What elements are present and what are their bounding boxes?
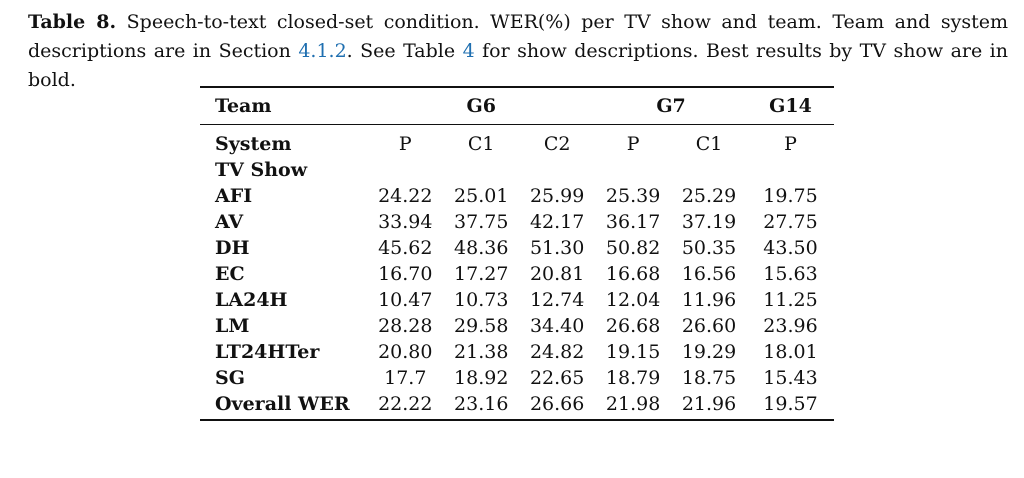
table-row: LM 28.28 29.58 34.40 26.68 26.60 23.96 (200, 313, 834, 339)
team-header-row: Team G6 G7 G14 (200, 86, 834, 125)
wer-cell: 25.01 (454, 185, 509, 207)
wer-cell: 12.74 (529, 289, 585, 311)
wer-cell: 16.70 (378, 263, 433, 285)
wer-cell: 21.96 (671, 391, 747, 421)
tvshow-header-row: TV Show (200, 157, 834, 183)
system-cell: C1 (443, 124, 520, 157)
wer-cell: 48.36 (454, 237, 509, 259)
wer-cell: 11.96 (681, 289, 737, 311)
team-header-label: Team (200, 86, 368, 125)
wer-cell: 15.43 (763, 367, 818, 389)
wer-cell: 26.60 (681, 315, 737, 337)
system-header-row: System P C1 C2 P C1 P (200, 124, 834, 157)
wer-cell: 11.25 (763, 289, 818, 311)
wer-cell: 37.19 (681, 211, 737, 233)
table-row: LA24H 10.47 10.73 12.74 12.04 11.96 11.25 (200, 287, 834, 313)
wer-cell: 37.75 (454, 211, 509, 233)
team-g14-header: G14 (747, 86, 834, 125)
section-link[interactable]: 4.1.2 (298, 40, 347, 62)
table-row: AV 33.94 37.75 42.17 36.17 37.19 27.75 (200, 209, 834, 235)
table-row: DH 45.62 48.36 51.30 50.82 50.35 43.50 (200, 235, 834, 261)
wer-cell: 17.27 (454, 263, 509, 285)
wer-cell: 27.75 (763, 211, 818, 233)
wer-cell: 20.80 (378, 341, 433, 363)
wer-cell: 12.04 (605, 289, 661, 311)
tv-show-name: SG (215, 367, 245, 389)
wer-cell: 43.50 (763, 237, 818, 259)
table-row: LT24HTer 20.80 21.38 24.82 19.15 19.29 18.01 (200, 339, 834, 365)
tv-show-name: LM (215, 315, 250, 337)
wer-cell: 25.99 (529, 185, 585, 207)
wer-cell: 23.96 (763, 315, 818, 337)
wer-cell: 15.63 (763, 263, 818, 285)
wer-cell: 18.01 (763, 341, 818, 363)
wer-cell: 22.65 (529, 367, 585, 389)
wer-cell: 16.56 (681, 263, 737, 285)
wer-cell: 23.16 (443, 391, 520, 421)
tvshow-header-label: TV Show (215, 159, 308, 181)
team-g6-header: G6 (367, 86, 596, 125)
wer-cell: 18.79 (605, 367, 661, 389)
wer-cell: 26.66 (519, 391, 596, 421)
team-g7-header: G7 (595, 86, 747, 125)
wer-cell: 26.68 (605, 315, 661, 337)
wer-cell: 45.62 (378, 237, 433, 259)
table-body: Team G6 G7 G14 System P C1 C2 P C1 P TV … (200, 86, 834, 421)
wer-cell: 18.92 (454, 367, 509, 389)
wer-cell: 18.75 (681, 367, 737, 389)
wer-cell: 29.58 (454, 315, 509, 337)
system-cell: C1 (671, 124, 747, 157)
wer-cell: 24.22 (378, 185, 433, 207)
tv-show-name: AFI (215, 185, 253, 207)
wer-cell: 25.39 (605, 185, 661, 207)
wer-cell: 25.29 (681, 185, 737, 207)
wer-cell: 24.82 (529, 341, 585, 363)
table-caption: Table 8. Speech-to-text closed-set condi… (28, 8, 1008, 95)
tv-show-name: LA24H (215, 289, 288, 311)
wer-cell: 20.81 (529, 263, 585, 285)
wer-cell: 36.17 (605, 211, 661, 233)
wer-cell: 28.28 (378, 315, 433, 337)
tv-show-name: Overall WER (200, 391, 368, 421)
system-cell: P (747, 124, 834, 157)
wer-cell: 34.40 (529, 315, 585, 337)
table-row: AFI 24.22 25.01 25.99 25.39 25.29 19.75 (200, 183, 834, 209)
system-cell: C2 (519, 124, 596, 157)
caption-text-1: Speech-to-text closed-set condition. WER… (28, 11, 1008, 62)
caption-text-2: . See Table (346, 40, 463, 62)
system-header-label: System (200, 124, 368, 157)
tv-show-name: EC (215, 263, 245, 285)
wer-cell: 19.29 (681, 341, 737, 363)
system-cell: P (367, 124, 444, 157)
wer-cell: 50.82 (605, 237, 661, 259)
caption-text-3: for show descriptions. Best results by T… (28, 40, 1008, 91)
wer-cell: 19.75 (763, 185, 818, 207)
system-cell: P (595, 124, 672, 157)
table-row: Overall WER 22.22 23.16 26.66 21.98 21.96 19.5… (200, 391, 834, 421)
caption-label: Table 8. (28, 11, 117, 33)
wer-cell: 42.17 (529, 211, 585, 233)
wer-cell: 51.30 (529, 237, 585, 259)
wer-cell: 19.57 (747, 391, 834, 421)
wer-cell: 19.15 (605, 341, 661, 363)
wer-cell: 10.73 (454, 289, 509, 311)
wer-cell: 17.7 (384, 367, 427, 389)
wer-cell: 33.94 (378, 211, 433, 233)
tv-show-name: DH (215, 237, 250, 259)
wer-cell: 22.22 (367, 391, 444, 421)
tv-show-name: AV (215, 211, 244, 233)
table-row: SG 17.7 18.92 22.65 18.79 18.75 15.43 (200, 365, 834, 391)
tv-show-name: LT24HTer (215, 341, 320, 363)
wer-table: Team G6 G7 G14 System P C1 C2 P C1 P TV … (200, 86, 834, 421)
wer-cell: 21.98 (595, 391, 672, 421)
wer-cell: 10.47 (378, 289, 433, 311)
wer-cell: 50.35 (681, 237, 737, 259)
table-row: EC 16.70 17.27 20.81 16.68 16.56 15.63 (200, 261, 834, 287)
table-link[interactable]: 4 (462, 40, 475, 62)
wer-cell: 16.68 (605, 263, 661, 285)
wer-cell: 21.38 (454, 341, 509, 363)
